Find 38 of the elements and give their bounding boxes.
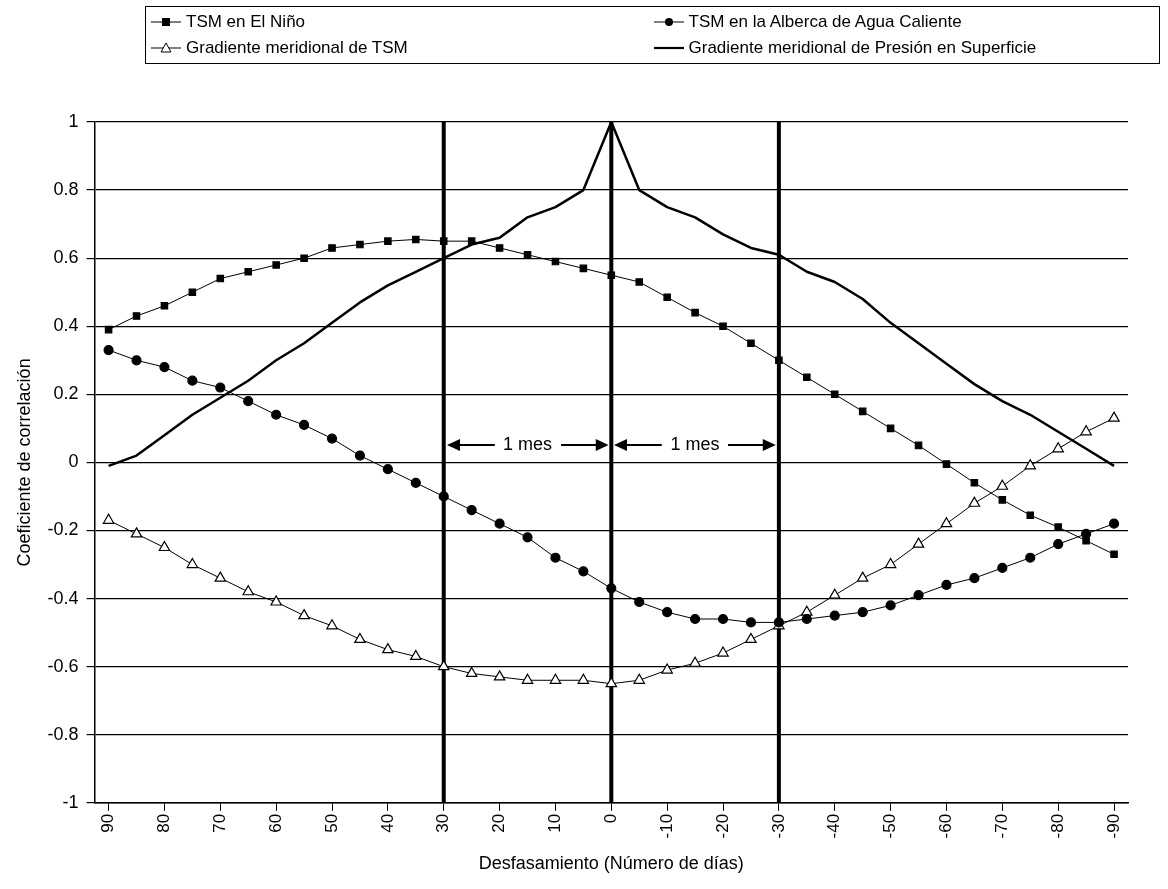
x-tick-label: 60 (265, 813, 285, 833)
x-tick-label: 30 (433, 813, 453, 833)
annotation: 1 mes (502, 434, 553, 456)
x-tick-label: 20 (489, 813, 509, 833)
y-tick-label: 0.8 (53, 179, 79, 200)
legend-label: TSM en El Niño (186, 12, 306, 32)
x-tick-label: 50 (321, 813, 341, 833)
legend-label: TSM en la Alberca de Agua Caliente (688, 12, 962, 32)
x-tick-label: 10 (545, 813, 565, 833)
y-tick-label: -0.4 (47, 587, 79, 608)
x-axis-title: Desfasamiento (Número de días) (478, 853, 744, 874)
x-tick-label: -40 (824, 813, 844, 839)
y-tick-label: -0.8 (47, 723, 79, 744)
y-tick-label: 0 (68, 451, 79, 472)
x-tick-label: -80 (1047, 813, 1067, 839)
y-tick-label: -0.6 (47, 655, 79, 676)
y-tick-label: -1 (62, 791, 79, 812)
x-tick-label: -90 (1103, 813, 1123, 839)
x-tick-label: -50 (880, 813, 900, 839)
y-tick-label: 0.2 (53, 383, 79, 404)
x-tick-label: -30 (768, 813, 788, 839)
annotation: 1 mes (670, 434, 720, 456)
x-tick-label: -10 (656, 813, 676, 839)
x-tick-label: -20 (712, 813, 732, 839)
y-tick-label: 0.6 (53, 247, 79, 268)
x-tick-label: 0 (601, 813, 620, 824)
legend-label: Gradiente meridional de TSM (186, 38, 408, 58)
x-tick-label: -70 (992, 813, 1012, 839)
x-tick-label: 70 (209, 813, 229, 833)
y-axis-title: Coeficiente de correlación (13, 358, 34, 567)
x-tick-label: 40 (377, 813, 397, 833)
x-tick-label: 90 (98, 813, 118, 833)
y-tick-label: 1 (68, 110, 79, 131)
x-tick-label: 80 (154, 813, 174, 833)
y-tick-label: -0.2 (47, 519, 79, 540)
y-tick-label: 0.4 (53, 315, 79, 336)
x-tick-label: -60 (936, 813, 956, 839)
legend-label: Gradiente meridional de Presión en Superficie (688, 38, 1037, 58)
